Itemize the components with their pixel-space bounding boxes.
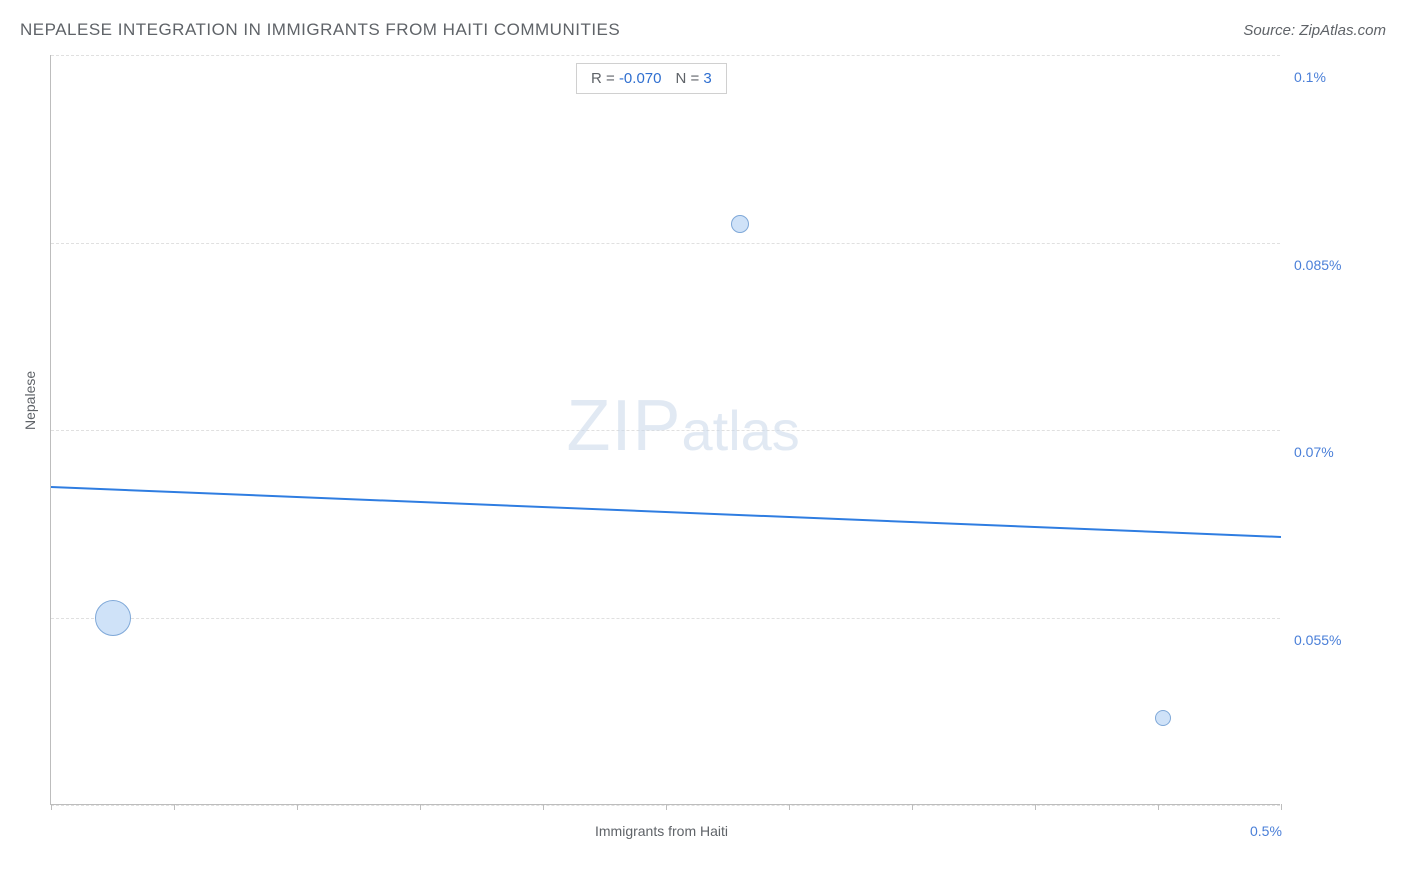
data-point[interactable]	[95, 600, 131, 636]
x-tick	[174, 804, 175, 810]
correlation-stats-box: R = -0.070 N = 3	[576, 63, 727, 94]
gridline-horizontal	[51, 430, 1280, 431]
regression-line	[51, 486, 1281, 538]
y-tick-label: 0.07%	[1294, 444, 1334, 460]
gridline-horizontal	[51, 55, 1280, 56]
x-tick	[1281, 804, 1282, 810]
r-value: -0.070	[619, 70, 662, 87]
source-prefix: Source:	[1243, 22, 1299, 39]
x-tick	[297, 804, 298, 810]
x-tick	[1158, 804, 1159, 810]
x-tick	[789, 804, 790, 810]
x-tick	[912, 804, 913, 810]
x-tick-label: 0.5%	[1250, 823, 1282, 839]
scatter-plot-area: R = -0.070 N = 3	[50, 55, 1280, 805]
gridline-horizontal	[51, 618, 1280, 619]
x-tick	[1035, 804, 1036, 810]
y-tick-label: 0.085%	[1294, 257, 1341, 273]
y-axis-label: Nepalese	[22, 371, 38, 430]
chart-title: NEPALESE INTEGRATION IN IMMIGRANTS FROM …	[20, 20, 620, 40]
data-point[interactable]	[731, 215, 749, 233]
n-label: N = 3	[675, 70, 711, 87]
y-tick-label: 0.055%	[1294, 632, 1341, 648]
x-tick	[420, 804, 421, 810]
n-value: 3	[703, 70, 711, 87]
x-tick	[51, 804, 52, 810]
source-name: ZipAtlas.com	[1299, 22, 1386, 39]
x-tick	[666, 804, 667, 810]
y-tick-label: 0.1%	[1294, 69, 1326, 85]
data-point[interactable]	[1155, 710, 1171, 726]
x-tick	[543, 804, 544, 810]
r-label: R = -0.070	[591, 70, 661, 87]
x-axis-label: Immigrants from Haiti	[595, 823, 728, 839]
source-attribution: Source: ZipAtlas.com	[1243, 22, 1386, 39]
gridline-horizontal	[51, 243, 1280, 244]
